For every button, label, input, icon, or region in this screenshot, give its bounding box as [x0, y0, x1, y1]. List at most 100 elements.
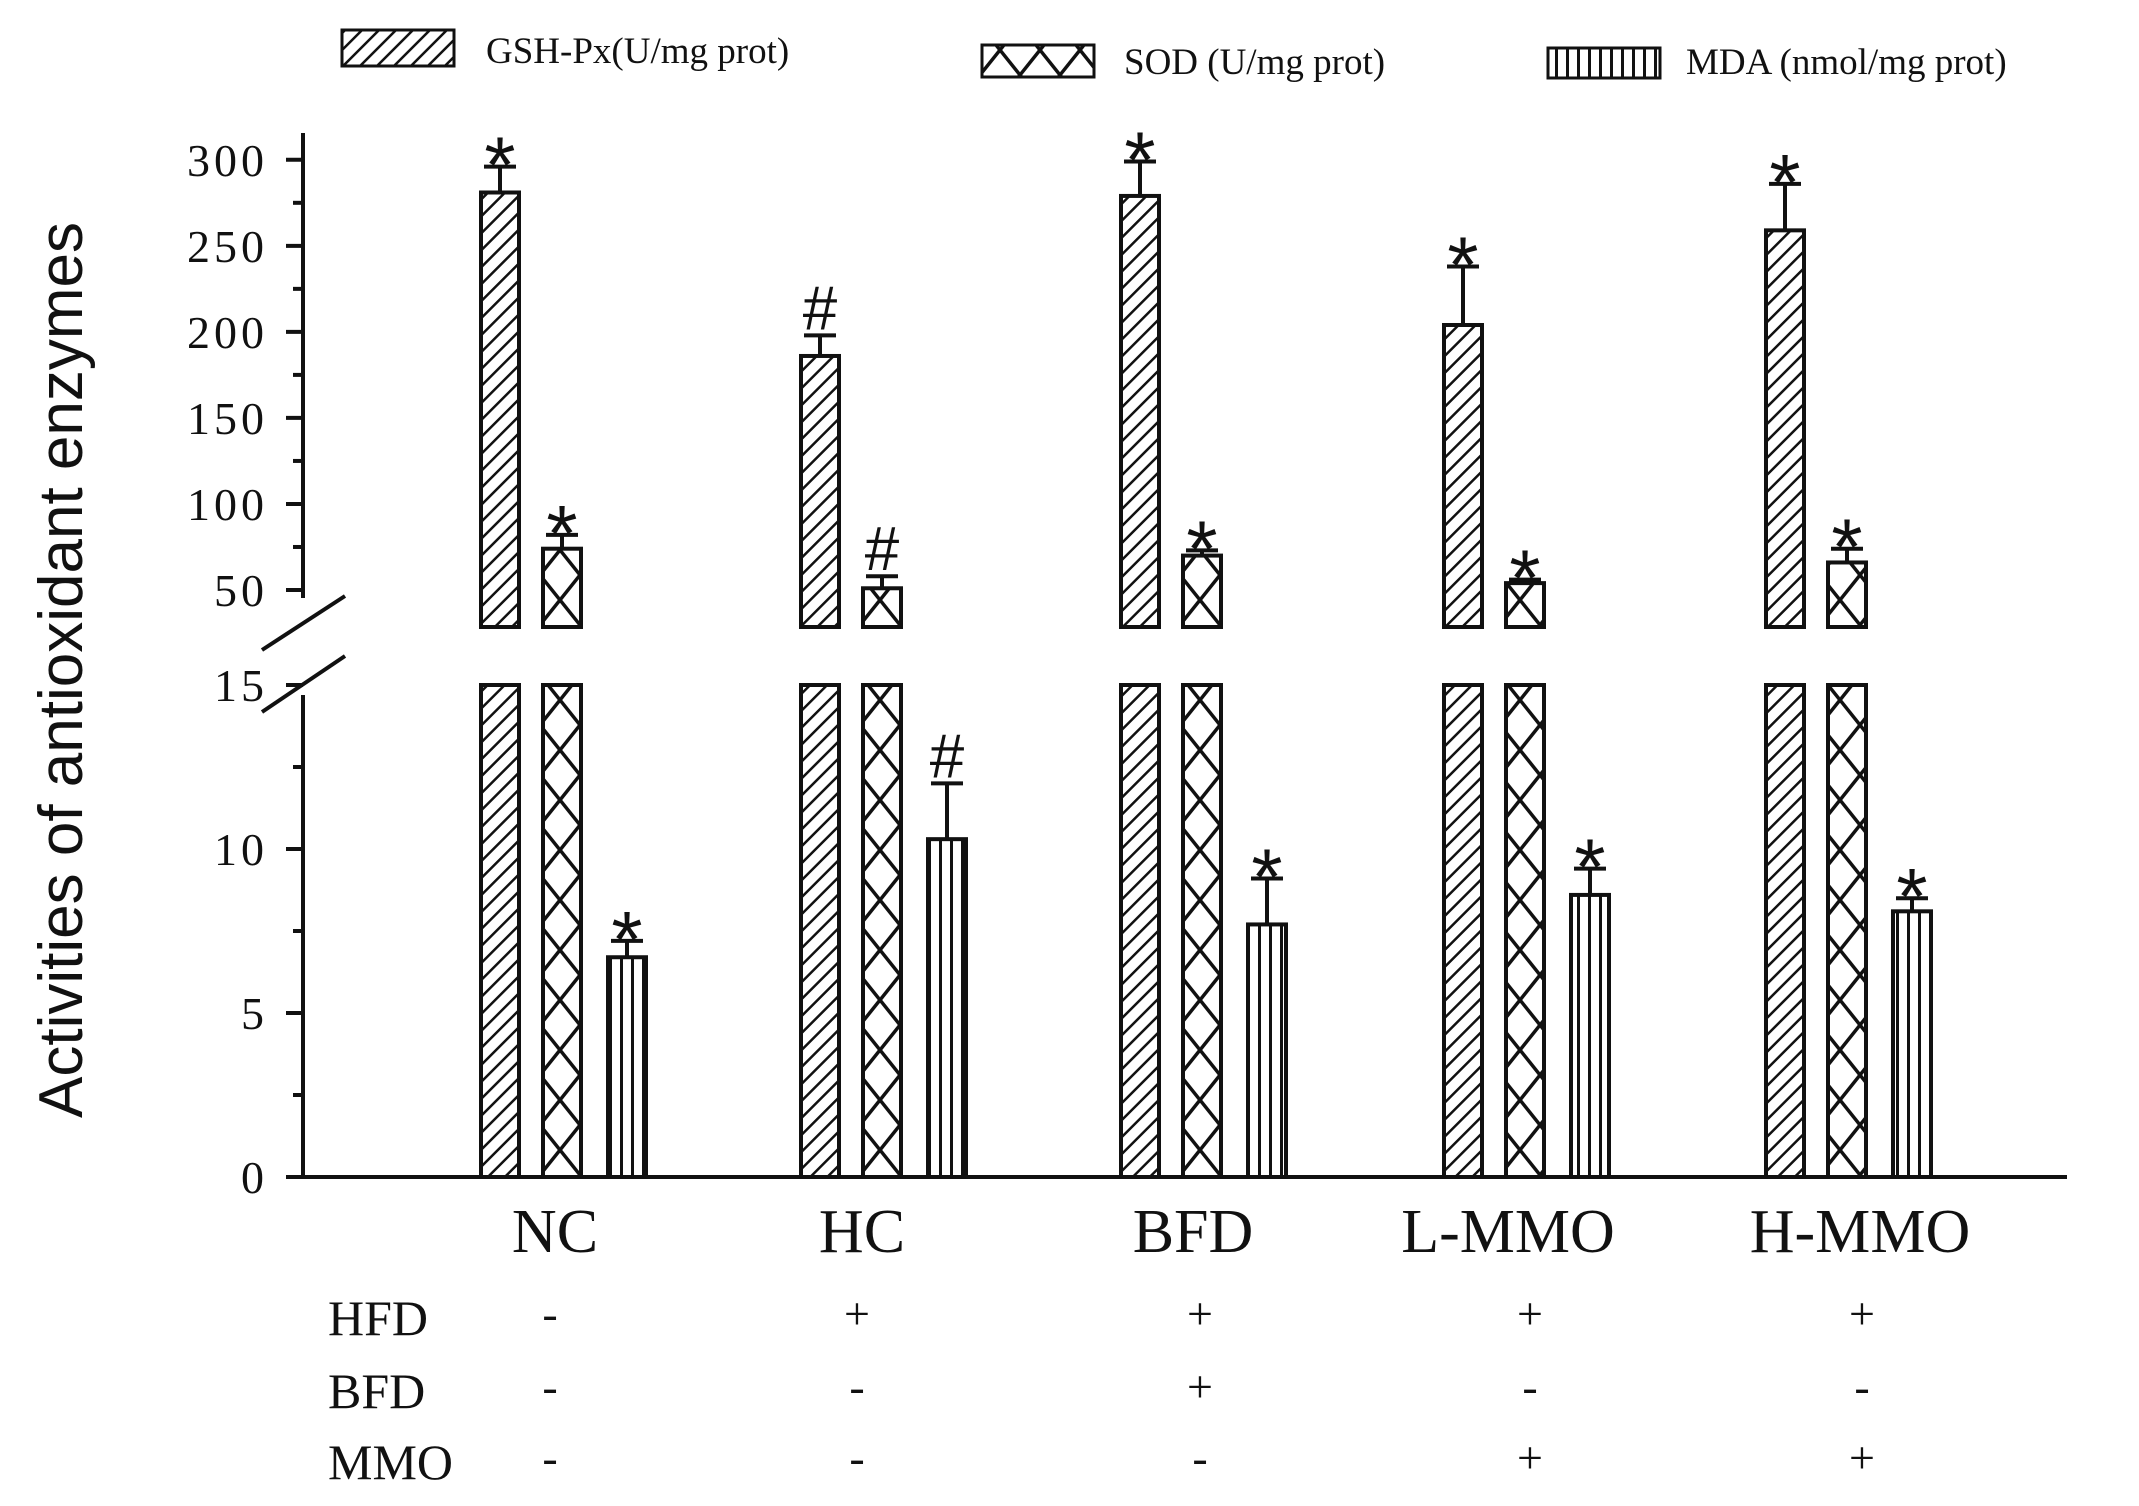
bar-gshpx [1119, 193, 1161, 629]
y-tick-label: 15 [214, 660, 268, 711]
bar-sod [541, 546, 583, 630]
category-label: HC [819, 1198, 905, 1266]
bar-gshpx-lower [479, 683, 521, 1179]
treatment-cell: + [1517, 1288, 1543, 1339]
y-axis-title: Activities of antioxidant enzymes [27, 222, 96, 1118]
bar-group-sod: * [1504, 534, 1546, 1179]
legend-item-gshpx: GSH-Px(U/mg prot) [340, 28, 789, 72]
treatment-cell: - [542, 1361, 557, 1412]
significance-mark: # [930, 722, 965, 791]
significance-mark: * [1574, 823, 1605, 912]
bar-group-sod: * [1181, 504, 1223, 1179]
bar-mda [1891, 909, 1933, 1179]
legend-label-mda: MDA (nmol/mg prot) [1686, 42, 2007, 83]
bar-group-mda: * [1891, 852, 1933, 1179]
bar-mda [926, 837, 968, 1179]
significance-mark: # [865, 515, 900, 584]
bar-gshpx-lower [799, 683, 841, 1179]
significance-mark: * [1769, 138, 1800, 227]
bar-group-gshpx: * [1119, 116, 1161, 1179]
category-label: H-MMO [1750, 1198, 1970, 1266]
bar-group-gshpx: * [1764, 138, 1806, 1179]
bar-sod-lower [1504, 683, 1546, 1179]
significance-mark: * [1186, 504, 1217, 593]
treatment-cell: - [1854, 1361, 1869, 1412]
significance-mark: * [1124, 116, 1155, 205]
treatment-cell: + [1187, 1288, 1213, 1339]
treatment-cell: + [1517, 1432, 1543, 1483]
bar-gshpx-lower [1119, 683, 1161, 1179]
treatment-cell: - [1192, 1432, 1207, 1483]
significance-mark: # [803, 274, 838, 343]
significance-mark: * [611, 895, 642, 984]
legend-swatch-gshpx [340, 28, 456, 68]
treatment-cell: + [1849, 1432, 1875, 1483]
bar-group-mda: * [1569, 823, 1611, 1179]
bar-gshpx-lower [1442, 683, 1484, 1179]
treatment-row-label: BFD [328, 1363, 425, 1419]
significance-mark: * [484, 121, 515, 210]
bar-sod [861, 586, 903, 629]
bar-gshpx-lower [1764, 683, 1806, 1179]
bar-group-mda: * [606, 895, 648, 1179]
treatment-table: HFD - + + + + BFD - - + - - MMO - - - + + [328, 1288, 1875, 1490]
treatment-row-label: HFD [328, 1290, 428, 1346]
treatment-cell: - [849, 1361, 864, 1412]
category-labels: NC HC BFD L-MMO H-MMO [512, 1198, 1970, 1266]
bar-group-gshpx: # [799, 274, 841, 1179]
bar-mda [1246, 922, 1288, 1179]
bar-gshpx [1442, 322, 1484, 629]
legend-item-mda: MDA (nmol/mg prot) [1546, 42, 2007, 83]
bar-sod [1181, 553, 1223, 629]
treatment-cell: - [542, 1288, 557, 1339]
legend-swatch-mda [1546, 46, 1662, 80]
bar-gshpx [479, 190, 521, 629]
significance-mark: * [1831, 503, 1862, 592]
bars: * # * * * * # * * * * # * * * [479, 116, 1933, 1179]
bar-sod-lower [1181, 683, 1223, 1179]
significance-mark: * [1447, 220, 1478, 309]
y-tick-label: 200 [187, 307, 268, 358]
bar-sod-lower [1826, 683, 1868, 1179]
y-tick-label: 250 [187, 221, 268, 272]
category-label: NC [512, 1198, 598, 1266]
bar-group-mda: # [926, 722, 968, 1179]
legend-item-sod: SOD (U/mg prot) [980, 42, 1385, 83]
y-tick-label: 10 [214, 824, 268, 875]
category-label: L-MMO [1401, 1198, 1615, 1266]
treatment-cell: + [844, 1288, 870, 1339]
legend-label-sod: SOD (U/mg prot) [1124, 42, 1385, 83]
y-tick-label: 5 [241, 988, 268, 1039]
y-axis: 0 5 10 15 50 100 150 200 250 300 [187, 133, 347, 1203]
axis-break-mark-upper [260, 594, 347, 652]
category-label: BFD [1133, 1198, 1254, 1266]
y-tick-label: 100 [187, 479, 268, 530]
bar-group-gshpx: * [479, 121, 521, 1179]
bar-sod-lower [861, 683, 903, 1179]
legend: GSH-Px(U/mg prot) SOD (U/mg prot) MDA (n… [340, 28, 2007, 83]
bar-group-mda: * [1246, 833, 1288, 1179]
bar-gshpx [1764, 228, 1806, 629]
treatment-row-label: MMO [328, 1434, 453, 1490]
significance-mark: * [1896, 852, 1927, 941]
significance-mark: * [1509, 534, 1540, 623]
bar-gshpx [799, 353, 841, 629]
axis-break-mark-lower [260, 654, 347, 714]
bar-mda [606, 955, 648, 1179]
legend-swatch-sod [980, 43, 1096, 79]
legend-label-gshpx: GSH-Px(U/mg prot) [486, 31, 789, 72]
treatment-cell: + [1187, 1361, 1213, 1412]
bar-group-sod: * [541, 489, 583, 1179]
treatment-cell: - [1522, 1361, 1537, 1412]
y-tick-label: 0 [241, 1152, 268, 1203]
y-tick-label: 150 [187, 393, 268, 444]
treatment-cell: - [849, 1432, 864, 1483]
bar-mda [1569, 892, 1611, 1179]
bar-sod-lower [541, 683, 583, 1179]
y-axis-ticks: 0 5 10 15 50 100 150 200 250 300 [187, 135, 303, 1203]
bar-group-gshpx: * [1442, 220, 1484, 1179]
bar-group-sod: # [861, 515, 903, 1179]
significance-mark: * [1251, 833, 1282, 922]
y-tick-label: 300 [187, 135, 268, 186]
